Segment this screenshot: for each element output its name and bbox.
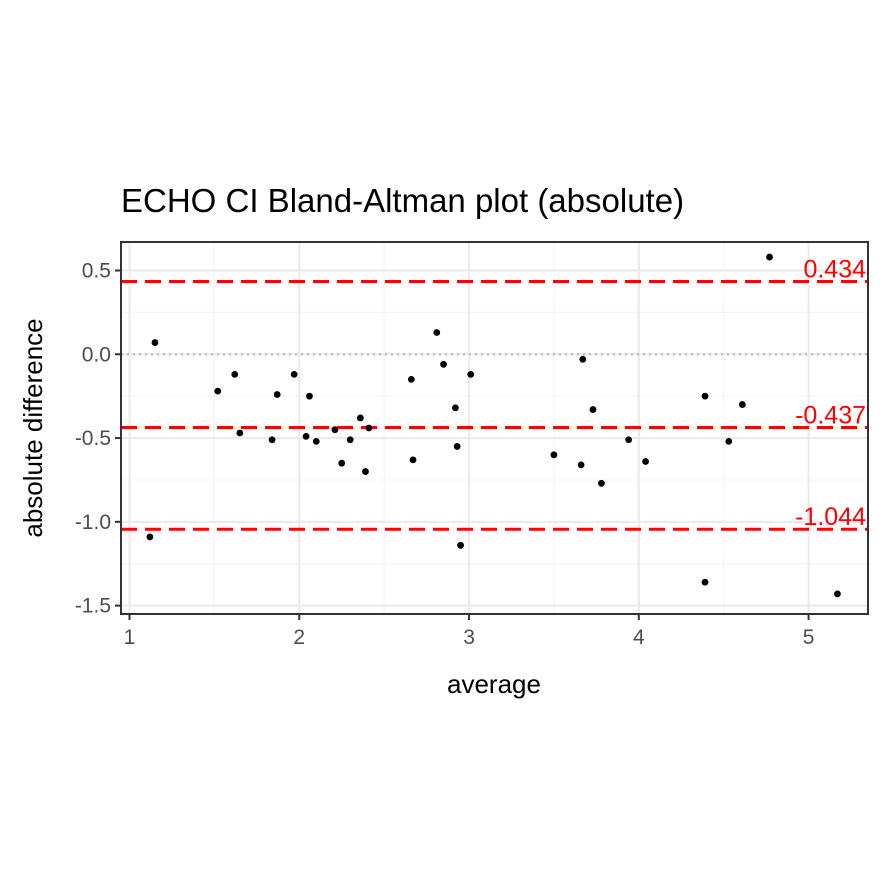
data-point <box>453 443 461 450</box>
data-point <box>577 461 585 469</box>
data-point <box>338 459 346 467</box>
data-point <box>302 432 310 440</box>
x-tick-label: 3 <box>463 626 475 649</box>
data-point <box>273 391 281 398</box>
data-point <box>306 392 313 400</box>
x-tick-label: 1 <box>124 626 136 649</box>
data-point <box>407 376 415 383</box>
reference-label: 0.434 <box>803 256 866 284</box>
data-point <box>452 404 459 412</box>
x-tick-label: 5 <box>803 626 815 649</box>
data-point <box>146 533 154 541</box>
y-tick-label: -1.0 <box>75 511 111 534</box>
data-point <box>214 387 222 395</box>
data-point <box>701 578 709 586</box>
data-point <box>642 458 649 465</box>
data-point <box>834 590 841 598</box>
data-point <box>467 370 475 378</box>
data-point <box>725 438 733 445</box>
y-tick-label: 0.0 <box>82 343 111 366</box>
reference-label: -1.044 <box>795 503 866 531</box>
data-point <box>550 451 558 459</box>
x-tick-label: 4 <box>633 626 645 649</box>
axes: 1 2 3 4 5 0.5 0.0 -0.5 -1.0 -1.5 <box>75 259 815 649</box>
x-axis-title: average <box>447 669 541 699</box>
data-point <box>440 360 447 368</box>
data-point <box>579 355 587 363</box>
y-axis-title: absolute difference <box>18 318 48 537</box>
data-point <box>231 370 239 378</box>
data-point <box>457 541 464 549</box>
data-point <box>365 424 373 432</box>
data-point <box>236 429 244 437</box>
data-point <box>312 438 320 445</box>
data-point <box>766 253 773 261</box>
data-point <box>701 392 709 400</box>
data-point <box>362 468 369 475</box>
data-point <box>589 406 597 413</box>
data-points <box>146 253 841 598</box>
data-point <box>625 436 633 444</box>
data-point <box>346 436 354 444</box>
panel-border <box>120 241 869 615</box>
reference-label: -0.437 <box>795 401 866 429</box>
y-tick-label: -1.5 <box>75 595 111 618</box>
data-point <box>738 401 746 408</box>
y-tick-label: 0.5 <box>82 259 111 282</box>
data-point <box>598 479 605 487</box>
y-tick-label: -0.5 <box>75 427 111 450</box>
data-point <box>409 456 417 464</box>
reference-lines: 0.434 -0.437 -1.044 <box>121 256 868 531</box>
chart-title: ECHO CI Bland-Altman plot (absolute) <box>121 182 684 219</box>
data-point <box>433 329 441 336</box>
data-point <box>268 436 276 444</box>
data-point <box>356 414 364 422</box>
data-point <box>331 426 339 434</box>
x-tick-label: 2 <box>293 626 305 649</box>
data-point <box>290 370 298 378</box>
data-point <box>151 339 159 346</box>
